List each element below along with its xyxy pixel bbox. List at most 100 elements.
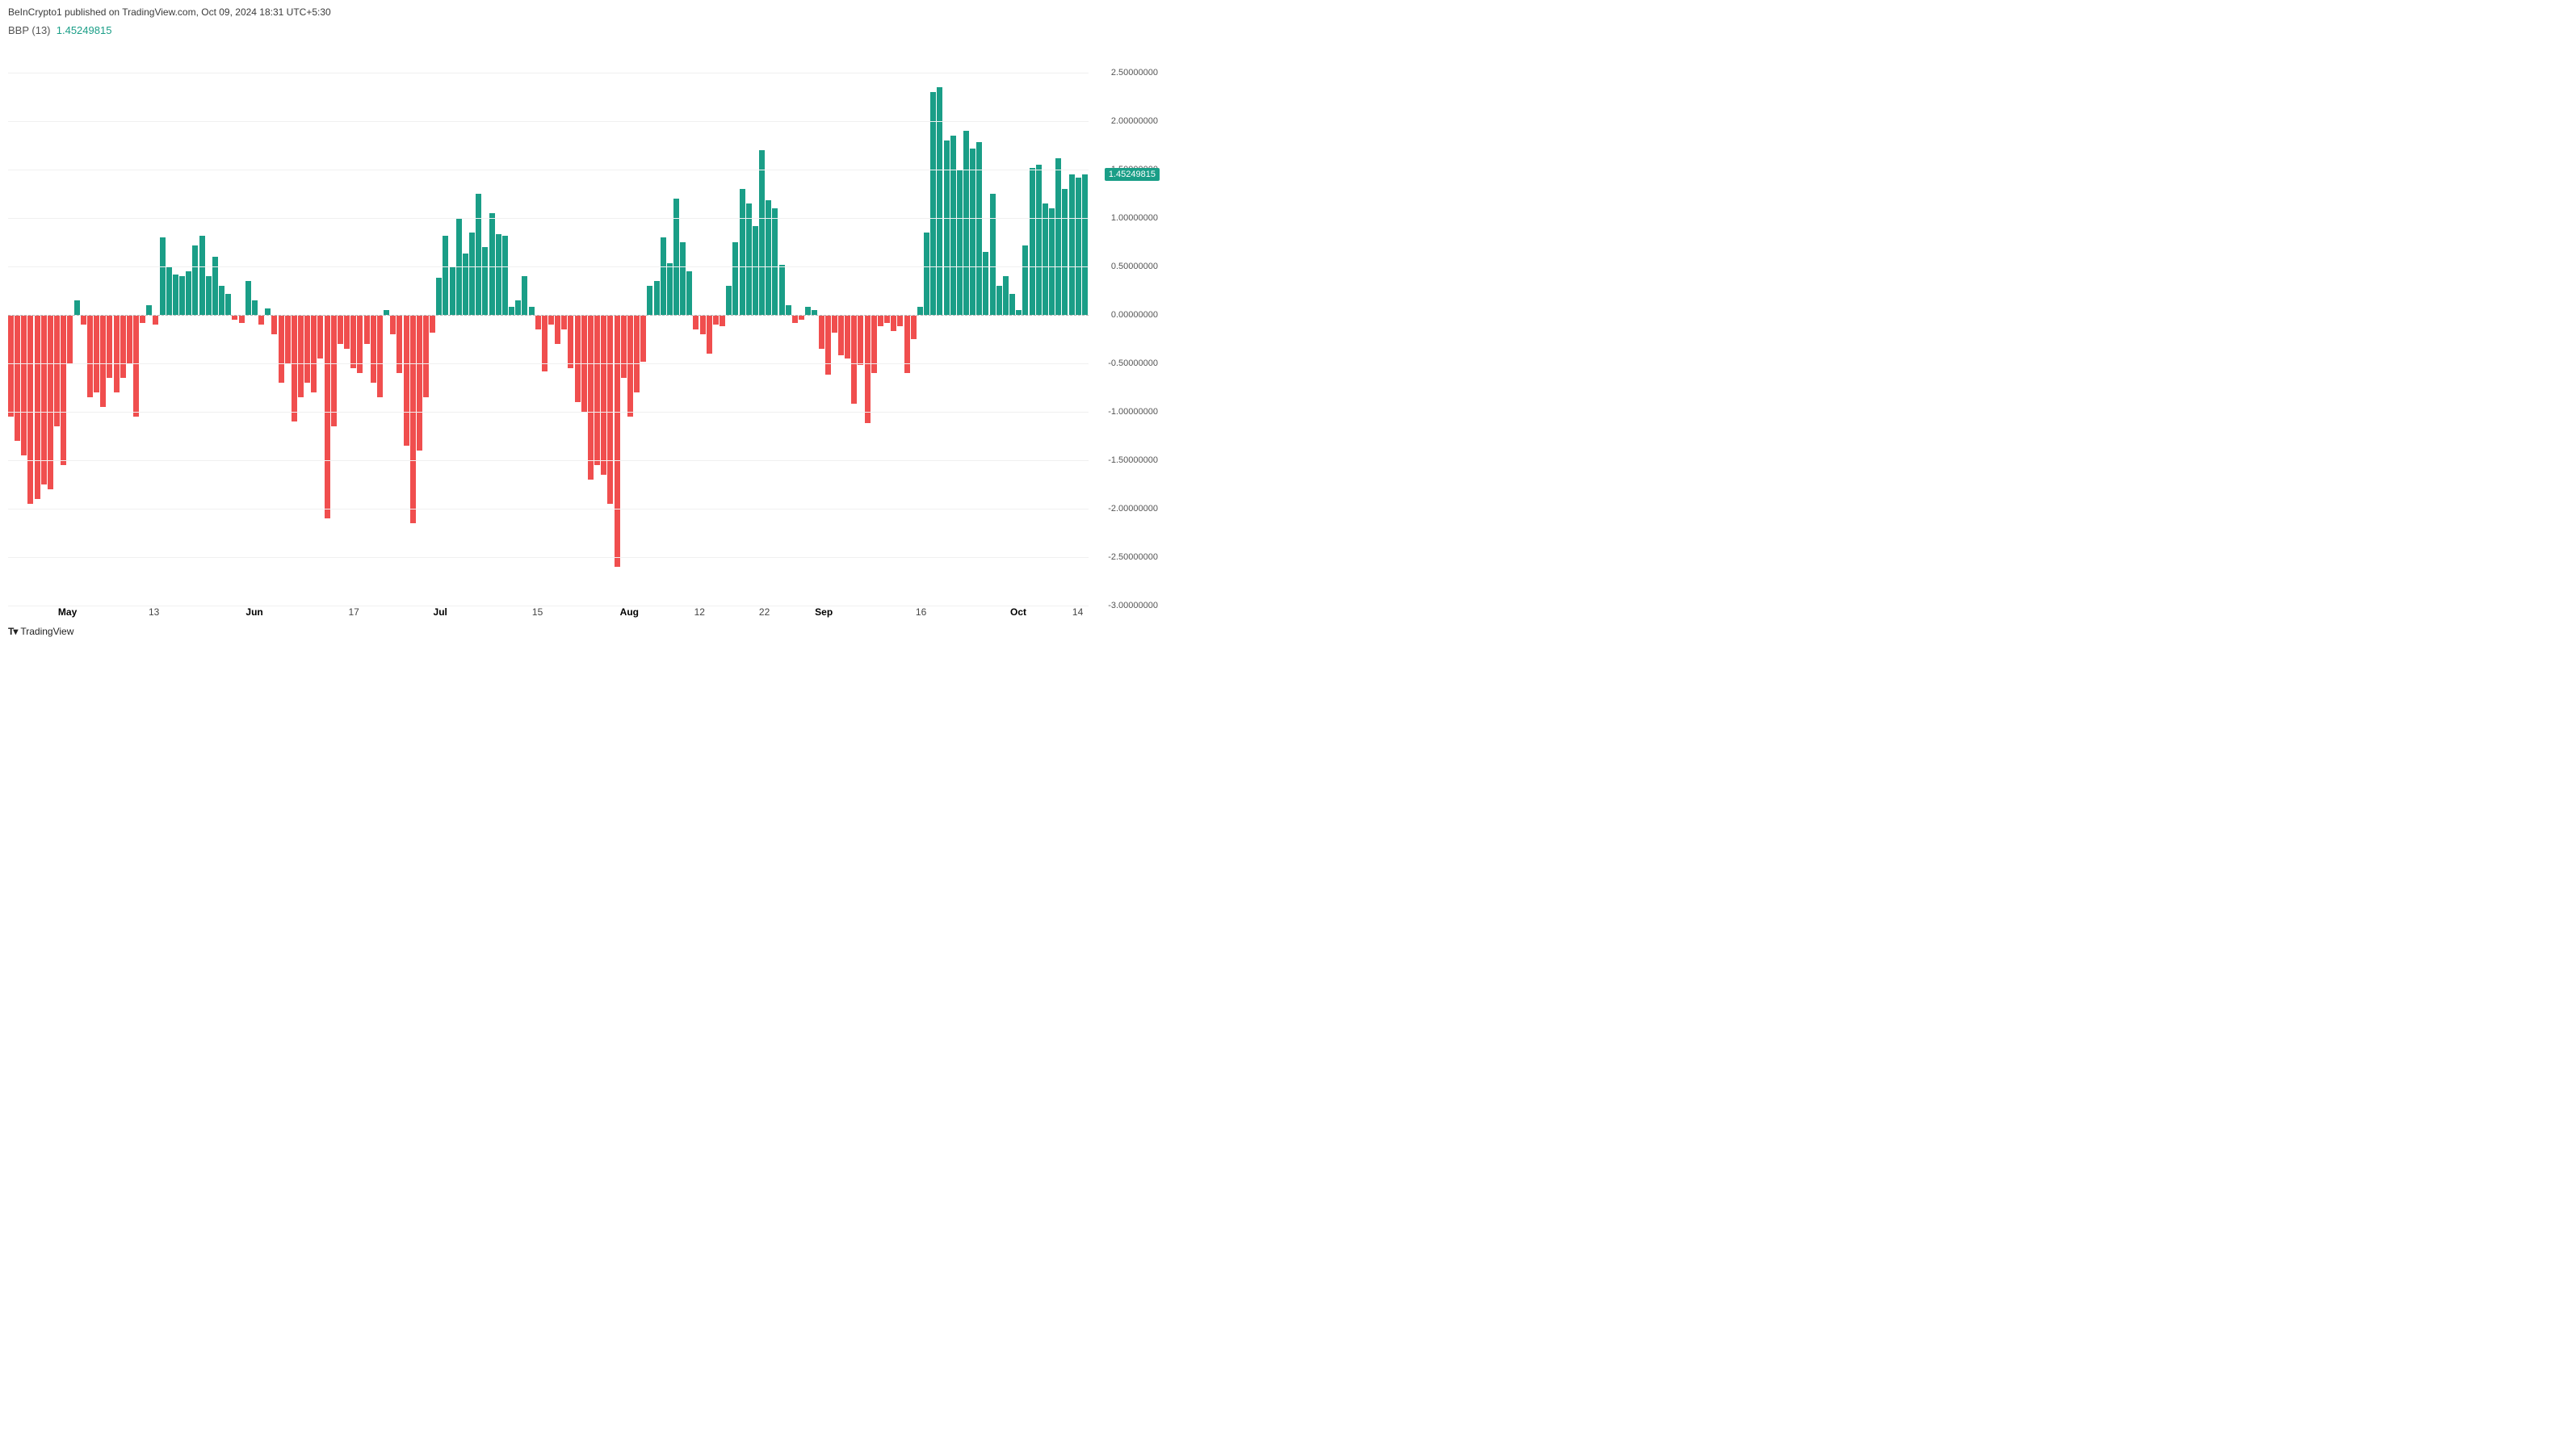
histogram-bar	[753, 226, 758, 315]
histogram-bar	[127, 315, 132, 363]
histogram-bar	[417, 315, 422, 451]
histogram-bar	[779, 265, 785, 315]
histogram-bar	[100, 315, 106, 407]
histogram-bar	[21, 315, 27, 455]
histogram-bar	[759, 150, 765, 315]
histogram-bar	[304, 315, 310, 383]
histogram-bar	[61, 315, 66, 465]
histogram-bar	[634, 315, 640, 392]
x-axis-tick: May	[58, 606, 77, 618]
histogram-bar	[897, 315, 903, 326]
y-axis-tick: -1.00000000	[1108, 407, 1158, 417]
histogram-bar	[292, 315, 297, 421]
histogram-bar	[94, 315, 99, 392]
histogram-bar	[983, 252, 988, 315]
histogram-bar	[15, 315, 20, 441]
histogram-bar	[548, 315, 554, 325]
gridline	[8, 121, 1089, 122]
histogram-bar	[146, 305, 152, 315]
histogram-bar	[430, 315, 435, 333]
histogram-bar	[1062, 189, 1068, 315]
histogram-bar	[285, 315, 291, 363]
histogram-bar	[970, 149, 975, 315]
histogram-bar	[878, 315, 883, 326]
histogram-bar	[963, 131, 969, 315]
histogram-bar	[107, 315, 112, 378]
histogram-bar	[865, 315, 871, 423]
histogram-bar	[410, 315, 416, 523]
histogram-bar	[179, 276, 185, 315]
attribution-text: BeInCrypto1 published on TradingView.com…	[8, 6, 331, 18]
y-axis-tick: 2.00000000	[1111, 116, 1158, 126]
histogram-bar	[225, 294, 231, 315]
y-axis-tick: 2.50000000	[1111, 68, 1158, 78]
current-value-badge: 1.45249815	[1105, 168, 1160, 181]
x-axis-tick: Jul	[434, 606, 447, 618]
histogram-bar	[502, 236, 508, 315]
y-axis-tick: -2.50000000	[1108, 552, 1158, 562]
x-axis-tick: Oct	[1010, 606, 1026, 618]
histogram-bar	[206, 276, 212, 315]
x-axis-tick: Aug	[620, 606, 639, 618]
histogram-bar	[976, 142, 982, 315]
histogram-bar	[535, 315, 541, 329]
gridline	[8, 557, 1089, 558]
histogram-bar	[331, 315, 337, 426]
y-axis-tick: -1.50000000	[1108, 455, 1158, 465]
footer-attribution: T▾ TradingView	[8, 626, 73, 637]
histogram-bar	[732, 242, 738, 315]
histogram-bar	[640, 315, 646, 362]
histogram-bar	[74, 300, 80, 315]
histogram-bar	[686, 271, 692, 315]
histogram-bar	[54, 315, 60, 426]
histogram-bar	[160, 237, 166, 315]
x-axis-tick: 16	[916, 606, 926, 618]
gridline	[8, 266, 1089, 267]
histogram-bar	[364, 315, 370, 344]
histogram-bar	[252, 300, 258, 315]
histogram-bar	[8, 315, 14, 417]
x-axis-tick: 17	[348, 606, 359, 618]
histogram-bar	[700, 315, 706, 334]
histogram-bar	[930, 92, 936, 315]
histogram-bar	[450, 266, 455, 315]
y-axis-tick: 0.50000000	[1111, 262, 1158, 271]
histogram-bar	[265, 308, 271, 315]
histogram-bar	[509, 307, 514, 315]
histogram-bar	[871, 315, 877, 373]
histogram-bar	[1076, 178, 1081, 315]
histogram-bar	[990, 194, 996, 315]
chart-area[interactable]	[8, 48, 1089, 606]
histogram-bar	[443, 236, 448, 315]
bars-container	[8, 48, 1089, 606]
histogram-bar	[746, 203, 752, 315]
tradingview-logo-icon: T▾	[8, 626, 17, 637]
histogram-bar	[114, 315, 120, 392]
y-axis-tick: 0.00000000	[1111, 310, 1158, 320]
histogram-bar	[601, 315, 606, 475]
histogram-bar	[482, 247, 488, 315]
histogram-bar	[720, 315, 725, 326]
histogram-bar	[317, 315, 323, 359]
histogram-bar	[1043, 203, 1048, 315]
x-axis-tick: 22	[759, 606, 770, 618]
histogram-bar	[819, 315, 824, 349]
gridline	[8, 412, 1089, 413]
histogram-bar	[805, 307, 811, 315]
histogram-bar	[41, 315, 47, 484]
histogram-bar	[81, 315, 86, 325]
histogram-bar	[904, 315, 910, 373]
histogram-bar	[1082, 174, 1088, 315]
histogram-bar	[239, 315, 245, 323]
histogram-bar	[772, 208, 778, 315]
histogram-bar	[133, 315, 139, 417]
histogram-bar	[404, 315, 409, 446]
histogram-bar	[680, 242, 686, 315]
histogram-bar	[463, 254, 468, 315]
histogram-bar	[515, 300, 521, 315]
footer-text: TradingView	[20, 626, 73, 637]
histogram-bar	[67, 315, 73, 363]
histogram-bar	[950, 136, 956, 315]
histogram-bar	[891, 315, 896, 331]
histogram-bar	[707, 315, 712, 354]
